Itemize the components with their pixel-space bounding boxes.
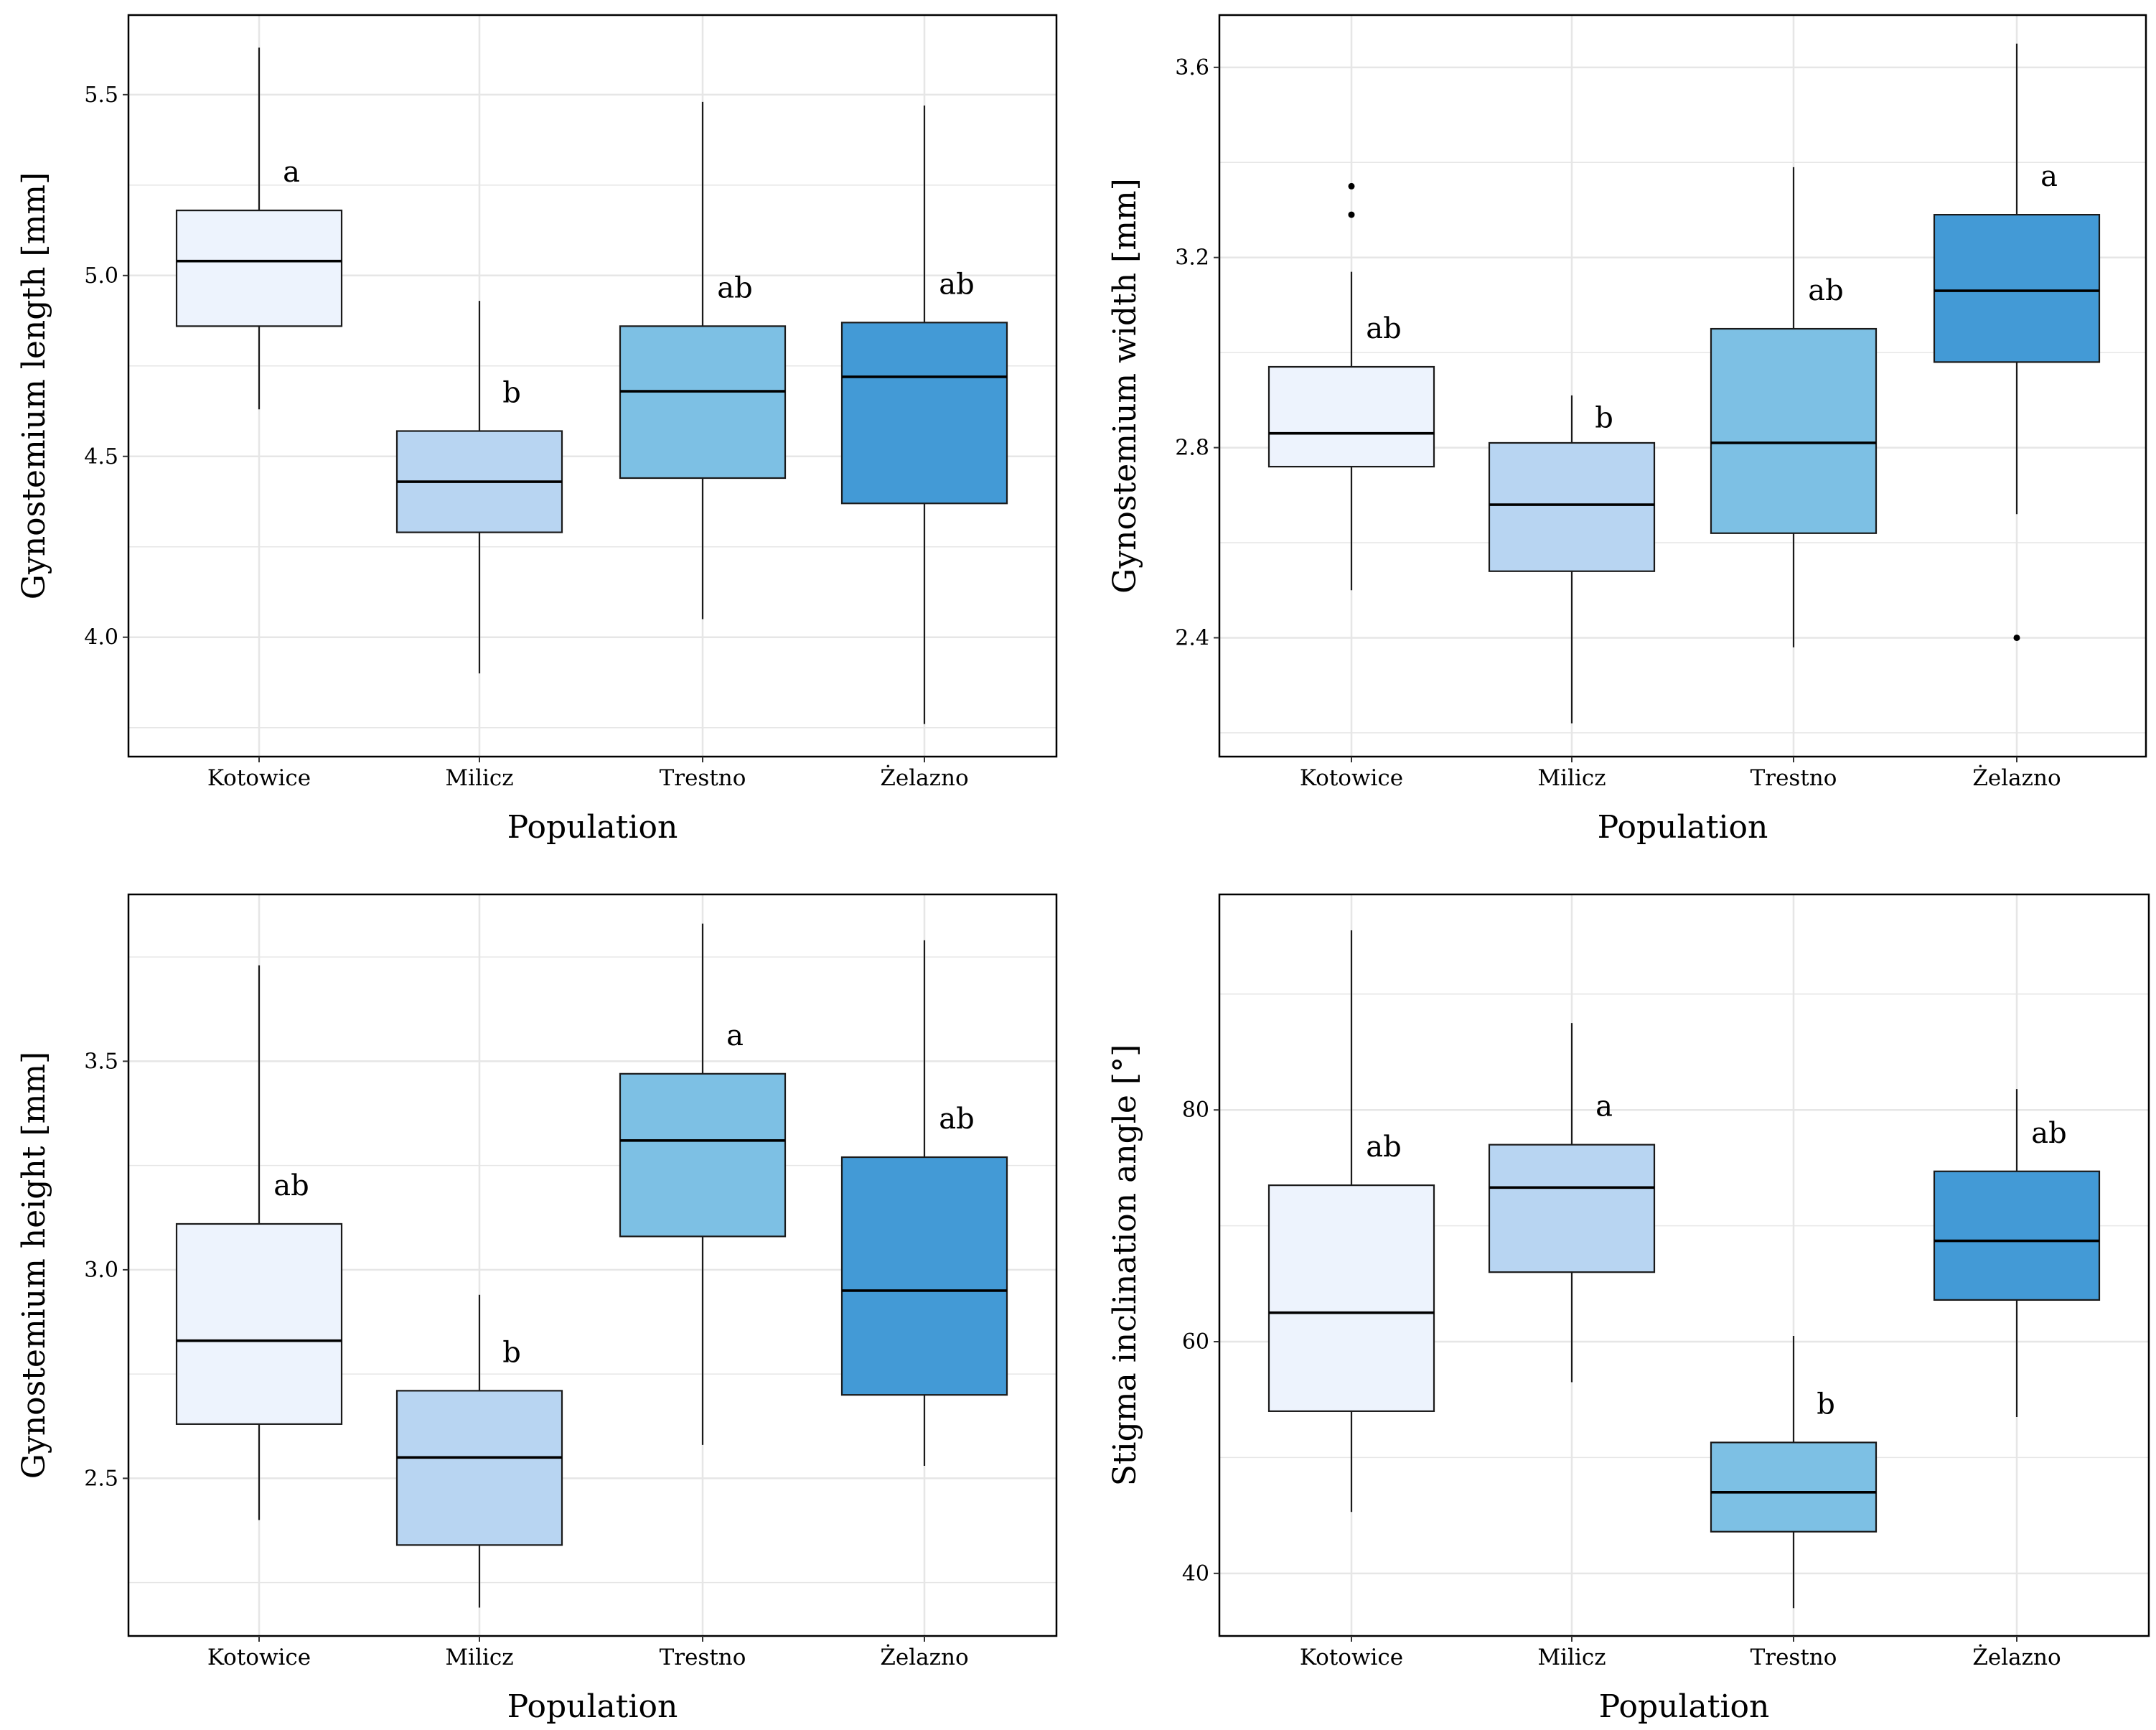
x-axis-title: Population — [1598, 809, 1768, 846]
x-tick-label: Żelazno — [880, 764, 968, 791]
iqr-box — [840, 1156, 1008, 1396]
y-tick-label: 3.5 — [84, 1049, 118, 1074]
x-tick-label: Milicz — [1537, 1645, 1606, 1670]
x-tick-label: Kotowice — [207, 765, 311, 791]
panel-border — [1218, 893, 2150, 1637]
significance-letter: ab — [939, 268, 974, 301]
significance-letter: ab — [2031, 1117, 2066, 1150]
y-tick-label: 3.6 — [1175, 55, 1209, 80]
panel-3: ab b a ab 2.5 3.0 3.5 Kotowice Milicz Trestno Żela… — [16, 893, 1058, 1725]
significance-letter: a — [283, 156, 300, 189]
significance-letter: ab — [1366, 312, 1401, 345]
iqr-box — [840, 322, 1008, 505]
x-tick-label: Trestno — [660, 765, 746, 791]
box-żelazno: ab — [840, 105, 1008, 724]
significance-letter: b — [502, 376, 521, 409]
box-kotowice: a — [175, 47, 343, 410]
significance-letter: b — [502, 1336, 521, 1369]
significance-letter: ab — [717, 271, 752, 304]
panel-2: ab b ab a 2.4 2.8 3.2 3.6 Kotowice Milicz Trestno Ż… — [1107, 14, 2147, 846]
y-axis-title: Gynostemium height [mm] — [16, 1052, 52, 1479]
iqr-box — [1710, 1441, 1878, 1533]
significance-letter: b — [1817, 1388, 1835, 1421]
x-axis-title: Population — [507, 1688, 678, 1725]
y-tick-label: 60 — [1182, 1329, 1209, 1355]
significance-letter: ab — [939, 1103, 974, 1136]
x-tick-label: Trestno — [1750, 765, 1837, 791]
significance-letter: b — [1595, 402, 1613, 435]
box-trestno: b — [1710, 1335, 1878, 1609]
significance-letter: ab — [273, 1169, 309, 1202]
y-tick-label: 2.8 — [1175, 436, 1209, 461]
x-tick-label: Żelazno — [880, 1643, 968, 1670]
box-milicz: b — [1488, 395, 1656, 724]
iqr-box — [1933, 214, 2101, 363]
box-kotowice: ab — [1267, 930, 1435, 1512]
y-tick-label: 3.0 — [84, 1258, 118, 1283]
outlier-point — [1348, 182, 1355, 190]
x-tick-label: Żelazno — [1972, 1643, 2061, 1670]
x-tick-label: Trestno — [660, 1645, 746, 1670]
outlier-point — [2013, 634, 2020, 641]
box-milicz: b — [395, 301, 563, 674]
x-tick-label: Kotowice — [1300, 1645, 1403, 1670]
y-tick-label: 4.0 — [84, 625, 118, 650]
iqr-box — [1267, 1184, 1435, 1412]
significance-letter: ab — [1366, 1131, 1401, 1164]
x-tick-label: Kotowice — [1300, 765, 1403, 791]
y-axis-title: Gynostemium width [mm] — [1107, 178, 1143, 594]
significance-letter: a — [2040, 160, 2058, 193]
iqr-box — [1488, 441, 1656, 572]
box-kotowice: ab — [1267, 182, 1435, 591]
box-trestno: ab — [1710, 167, 1878, 647]
x-tick-label: Żelazno — [1972, 764, 2061, 791]
y-axis-title: Stigma inclination angle [°] — [1107, 1044, 1143, 1487]
x-axis-title: Population — [1599, 1688, 1770, 1725]
box-żelazno: a — [1933, 43, 2101, 641]
iqr-box — [1710, 327, 1878, 534]
iqr-box — [1267, 365, 1435, 468]
iqr-box — [175, 1222, 343, 1425]
iqr-box — [175, 210, 343, 327]
box-milicz: a — [1488, 1023, 1656, 1383]
y-axis-title: Gynostemium length [mm] — [16, 172, 52, 599]
box-żelazno: ab — [840, 940, 1008, 1466]
significance-letter: a — [726, 1019, 744, 1052]
box-żelazno: ab — [1933, 1089, 2101, 1417]
y-tick-label: 2.5 — [84, 1466, 118, 1491]
panel-border — [1218, 14, 2147, 758]
significance-letter: a — [1595, 1090, 1613, 1123]
box-kotowice: ab — [175, 965, 343, 1520]
significance-letter: ab — [1808, 274, 1843, 307]
panel-border — [127, 14, 1058, 758]
y-tick-label: 3.2 — [1175, 246, 1209, 271]
iqr-box — [619, 325, 787, 480]
x-tick-label: Milicz — [445, 765, 513, 791]
y-tick-label: 2.4 — [1175, 625, 1209, 650]
iqr-box — [395, 1390, 563, 1546]
y-tick-label: 4.5 — [84, 444, 118, 469]
iqr-box — [1488, 1144, 1656, 1273]
x-tick-label: Trestno — [1750, 1645, 1837, 1670]
box-milicz: b — [395, 1294, 563, 1608]
y-tick-label: 80 — [1182, 1098, 1209, 1123]
box-trestno: ab — [619, 101, 787, 619]
x-tick-label: Milicz — [1537, 765, 1606, 791]
iqr-box — [1933, 1170, 2101, 1301]
box-trestno: a — [619, 923, 787, 1445]
y-tick-label: 5.0 — [84, 263, 118, 289]
outlier-point — [1348, 211, 1355, 218]
x-tick-label: Milicz — [445, 1645, 513, 1670]
y-tick-label: 5.5 — [84, 83, 118, 108]
y-tick-label: 40 — [1182, 1561, 1209, 1586]
x-axis-title: Population — [507, 809, 678, 846]
x-tick-label: Kotowice — [207, 1645, 311, 1670]
panel-border — [127, 893, 1058, 1637]
iqr-box — [619, 1072, 787, 1238]
